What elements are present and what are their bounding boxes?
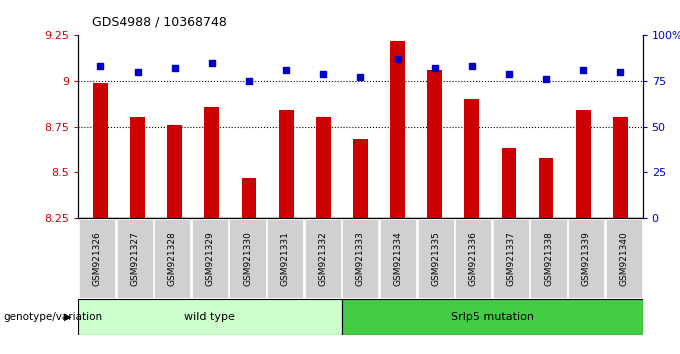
Point [169,65,180,71]
Text: GSM921334: GSM921334 [394,231,403,286]
Point [243,78,254,84]
Point [355,74,366,80]
Point [541,76,551,82]
Bar [380,218,416,298]
Text: GSM921329: GSM921329 [205,231,214,286]
Bar [116,218,153,298]
Point [429,65,440,71]
Text: ▶: ▶ [64,312,71,322]
Bar [539,158,554,218]
Bar [576,110,591,218]
Bar [154,218,190,298]
Point [132,69,143,75]
Text: GSM921331: GSM921331 [281,231,290,286]
Bar [427,70,442,218]
Bar [241,178,256,218]
Text: GSM921335: GSM921335 [431,231,440,286]
Bar [606,218,642,298]
Text: GSM921337: GSM921337 [507,231,515,286]
Text: GSM921338: GSM921338 [544,231,553,286]
Bar [205,107,219,218]
Bar [613,118,628,218]
Bar [502,148,516,218]
Point [95,64,106,69]
Bar [530,218,566,298]
Bar [341,299,643,335]
Bar [192,218,228,298]
Bar [229,218,266,298]
Point [466,64,477,69]
Text: genotype/variation: genotype/variation [3,312,103,322]
Bar [130,118,145,218]
Bar [568,218,605,298]
Bar [305,218,341,298]
Bar [78,299,341,335]
Text: GSM921340: GSM921340 [619,231,628,286]
Bar [167,125,182,218]
Bar [279,110,294,218]
Point [503,71,514,76]
Text: wild type: wild type [184,312,235,322]
Text: GSM921330: GSM921330 [243,231,252,286]
Text: Srlp5 mutation: Srlp5 mutation [451,312,534,322]
Text: GSM921336: GSM921336 [469,231,478,286]
Text: GSM921333: GSM921333 [356,231,365,286]
Point [207,60,218,65]
Bar [455,218,492,298]
Bar [464,99,479,218]
Bar [390,41,405,218]
Text: GSM921339: GSM921339 [581,231,591,286]
Text: GDS4988 / 10368748: GDS4988 / 10368748 [92,15,226,28]
Bar [493,218,529,298]
Text: GSM921327: GSM921327 [130,231,139,286]
Bar [353,139,368,218]
Text: GSM921326: GSM921326 [92,231,101,286]
Text: GSM921332: GSM921332 [318,231,327,286]
Bar [316,118,330,218]
Text: GSM921328: GSM921328 [168,231,177,286]
Point [318,71,328,76]
Bar [418,218,454,298]
Point [392,56,403,62]
Point [578,67,589,73]
Bar [93,83,108,218]
Bar [79,218,115,298]
Point [281,67,292,73]
Point [615,69,626,75]
Bar [267,218,303,298]
Bar [342,218,379,298]
